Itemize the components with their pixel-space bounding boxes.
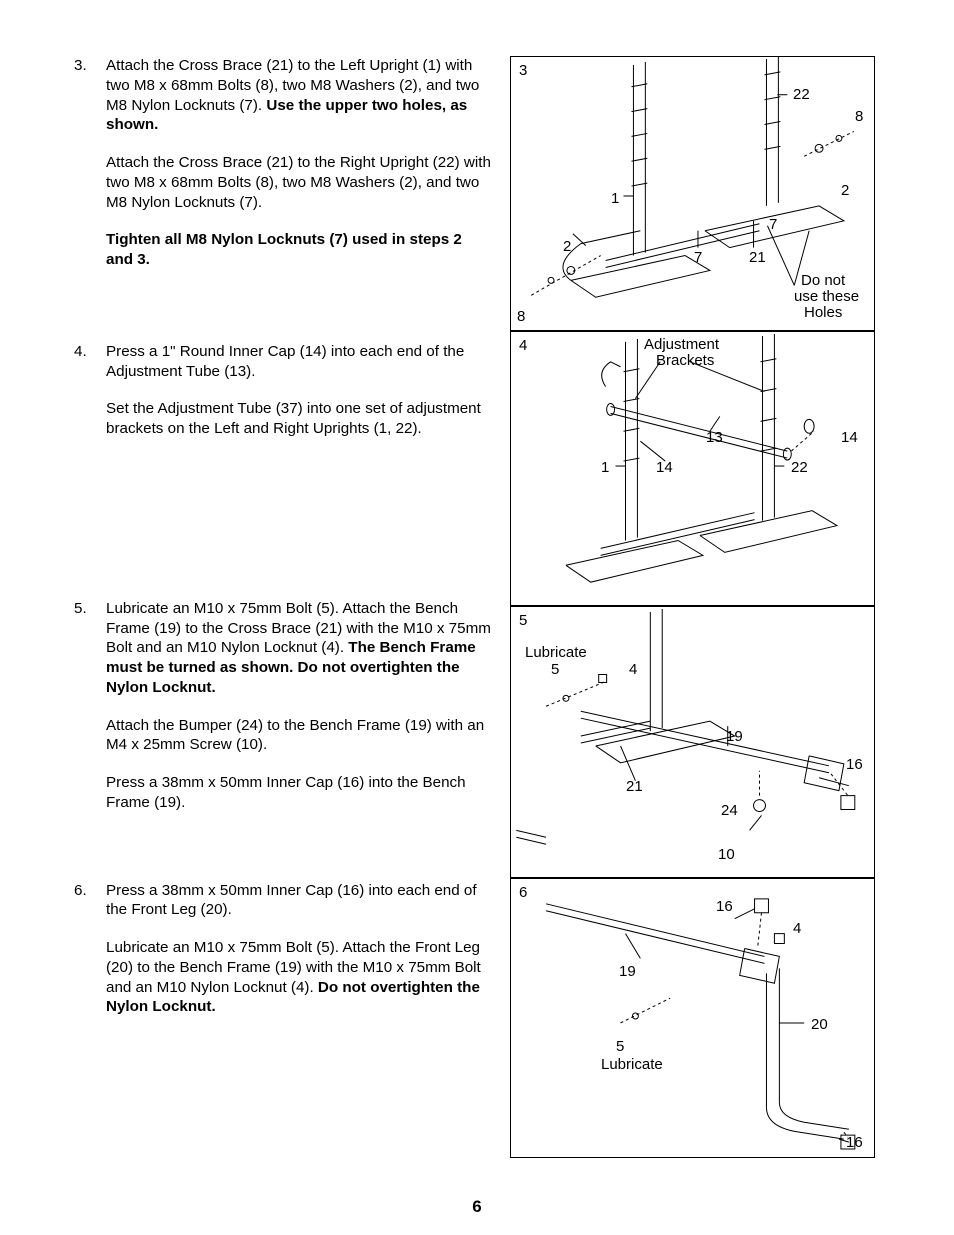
callout-14: 14 bbox=[656, 460, 673, 477]
step-body: Lubricate an M10 x 75mm Bolt (5). Attach… bbox=[106, 599, 492, 813]
step-paragraph: Press a 38mm x 50mm Inner Cap (16) into … bbox=[106, 881, 492, 921]
callout-4: 4 bbox=[629, 662, 637, 679]
diagram-4-svg bbox=[511, 332, 874, 605]
diagram-4: 4 Adjustment Brackets 13 14 1 14 22 bbox=[510, 331, 875, 606]
page-number: 6 bbox=[0, 1197, 954, 1217]
diagram-3: 3 22 8 2 1 7 2 7 21 8 Do not use these H… bbox=[510, 56, 875, 331]
callout-21: 21 bbox=[626, 779, 643, 796]
text-run: Press a 1" Round Inner Cap (14) into eac… bbox=[106, 343, 464, 380]
callout-22: 22 bbox=[793, 87, 810, 104]
label-brackets: Brackets bbox=[656, 353, 714, 370]
callout-8: 8 bbox=[855, 109, 863, 126]
step-number: 5. bbox=[72, 599, 106, 619]
step-5: 5. Lubricate an M10 x 75mm Bolt (5). Att… bbox=[72, 599, 492, 813]
callout-24: 24 bbox=[721, 803, 738, 820]
step-paragraph: Attach the Bumper (24) to the Bench Fram… bbox=[106, 716, 492, 756]
step-6: 6. Press a 38mm x 50mm Inner Cap (16) in… bbox=[72, 881, 492, 1018]
callout-14: 14 bbox=[841, 430, 858, 447]
callout-19: 19 bbox=[726, 729, 743, 746]
callout-4: 4 bbox=[793, 921, 801, 938]
text-run-bold: Tighten all M8 Nylon Locknuts (7) used i… bbox=[106, 231, 462, 268]
callout-16: 16 bbox=[716, 899, 733, 916]
callout-13: 13 bbox=[706, 430, 723, 447]
step-paragraph: Tighten all M8 Nylon Locknuts (7) used i… bbox=[106, 230, 492, 270]
callout-5: 5 bbox=[551, 662, 559, 679]
step-paragraph: Lubricate an M10 x 75mm Bolt (5). Attach… bbox=[106, 599, 492, 698]
diagram-number: 6 bbox=[519, 885, 527, 902]
text-run: Press a 38mm x 50mm Inner Cap (16) into … bbox=[106, 882, 477, 919]
callout-16: 16 bbox=[846, 1135, 863, 1152]
step-paragraph: Press a 38mm x 50mm Inner Cap (16) into … bbox=[106, 773, 492, 813]
callout-7: 7 bbox=[769, 217, 777, 234]
callout-22: 22 bbox=[791, 460, 808, 477]
text-run: Set the Adjustment Tube (37) into one se… bbox=[106, 400, 481, 437]
diagram-number: 5 bbox=[519, 613, 527, 630]
diagram-number: 4 bbox=[519, 338, 527, 355]
step-number: 4. bbox=[72, 342, 106, 362]
spacer bbox=[72, 270, 492, 342]
step-list: 3. Attach the Cross Brace (21) to the Le… bbox=[72, 56, 492, 1017]
callout-1: 1 bbox=[611, 191, 619, 208]
callout-8: 8 bbox=[517, 309, 525, 326]
callout-21: 21 bbox=[749, 250, 766, 267]
step-paragraph: Set the Adjustment Tube (37) into one se… bbox=[106, 399, 492, 439]
callout-2: 2 bbox=[563, 239, 571, 256]
step-paragraph: Attach the Cross Brace (21) to the Left … bbox=[106, 56, 492, 135]
note-line: Holes bbox=[804, 305, 842, 322]
instructions-column: 3. Attach the Cross Brace (21) to the Le… bbox=[72, 56, 492, 1158]
step-paragraph: Lubricate an M10 x 75mm Bolt (5). Attach… bbox=[106, 938, 492, 1017]
step-4: 4. Press a 1" Round Inner Cap (14) into … bbox=[72, 342, 492, 439]
label-lubricate: Lubricate bbox=[525, 645, 587, 662]
spacer bbox=[72, 439, 492, 599]
diagram-column: 3 22 8 2 1 7 2 7 21 8 Do not use these H… bbox=[510, 56, 875, 1158]
step-number: 3. bbox=[72, 56, 106, 76]
callout-19: 19 bbox=[619, 964, 636, 981]
content-columns: 3. Attach the Cross Brace (21) to the Le… bbox=[72, 56, 882, 1158]
diagram-number: 3 bbox=[519, 63, 527, 80]
callout-2: 2 bbox=[841, 183, 849, 200]
step-number: 6. bbox=[72, 881, 106, 901]
text-run: Attach the Cross Brace (21) to the Right… bbox=[106, 154, 491, 211]
diagram-5: 5 Lubricate 5 4 19 16 21 24 10 bbox=[510, 606, 875, 878]
step-body: Press a 38mm x 50mm Inner Cap (16) into … bbox=[106, 881, 492, 1018]
callout-7: 7 bbox=[694, 250, 702, 267]
callout-5: 5 bbox=[616, 1039, 624, 1056]
callout-20: 20 bbox=[811, 1017, 828, 1034]
step-body: Press a 1" Round Inner Cap (14) into eac… bbox=[106, 342, 492, 439]
step-paragraph: Press a 1" Round Inner Cap (14) into eac… bbox=[106, 342, 492, 382]
callout-16: 16 bbox=[846, 757, 863, 774]
spacer bbox=[72, 813, 492, 881]
text-run: Press a 38mm x 50mm Inner Cap (16) into … bbox=[106, 774, 466, 811]
step-3: 3. Attach the Cross Brace (21) to the Le… bbox=[72, 56, 492, 270]
diagram-6: 6 16 4 19 20 5 Lubricate 16 bbox=[510, 878, 875, 1158]
step-paragraph: Attach the Cross Brace (21) to the Right… bbox=[106, 153, 492, 212]
callout-10: 10 bbox=[718, 847, 735, 864]
label-lubricate: Lubricate bbox=[601, 1057, 663, 1074]
step-body: Attach the Cross Brace (21) to the Left … bbox=[106, 56, 492, 270]
callout-1: 1 bbox=[601, 460, 609, 477]
page: 3. Attach the Cross Brace (21) to the Le… bbox=[0, 0, 954, 1235]
text-run: Attach the Bumper (24) to the Bench Fram… bbox=[106, 717, 484, 754]
